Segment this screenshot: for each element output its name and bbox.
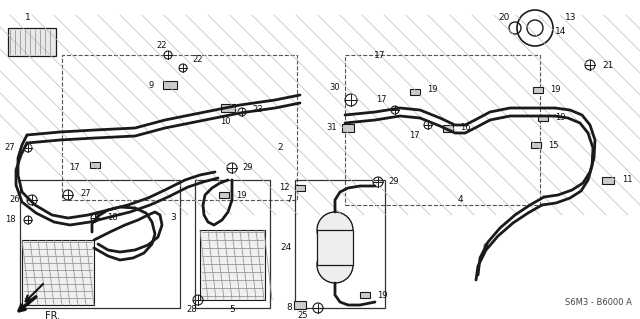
Text: 20: 20 bbox=[499, 13, 510, 23]
Text: 13: 13 bbox=[565, 13, 577, 23]
Bar bbox=[22, 240, 94, 305]
Text: 17: 17 bbox=[410, 130, 420, 139]
Bar bbox=[531, 142, 541, 148]
Text: 22: 22 bbox=[157, 41, 167, 49]
Text: 29: 29 bbox=[242, 164, 253, 173]
Text: 19: 19 bbox=[377, 291, 387, 300]
Text: 19: 19 bbox=[550, 85, 561, 94]
Text: 9: 9 bbox=[148, 80, 154, 90]
Text: 7: 7 bbox=[286, 196, 292, 204]
Text: 16: 16 bbox=[460, 123, 470, 132]
Bar bbox=[533, 87, 543, 93]
Text: 17: 17 bbox=[376, 95, 387, 105]
Text: 2: 2 bbox=[277, 144, 283, 152]
Text: 3: 3 bbox=[170, 213, 176, 222]
Bar bbox=[8, 28, 56, 56]
Text: 28: 28 bbox=[187, 306, 197, 315]
Text: 21: 21 bbox=[602, 61, 613, 70]
Text: 11: 11 bbox=[622, 175, 632, 184]
Text: 1: 1 bbox=[25, 13, 31, 23]
Bar bbox=[221, 104, 235, 112]
Circle shape bbox=[317, 212, 353, 248]
Text: 27: 27 bbox=[80, 189, 91, 197]
Text: 5: 5 bbox=[229, 306, 235, 315]
Text: 31: 31 bbox=[326, 123, 337, 132]
Bar bbox=[219, 192, 229, 198]
Text: 17: 17 bbox=[374, 50, 386, 60]
Text: 24: 24 bbox=[281, 243, 292, 253]
Text: 19: 19 bbox=[427, 85, 438, 94]
Bar bbox=[200, 230, 265, 300]
Text: S6M3 - B6000 A: S6M3 - B6000 A bbox=[565, 298, 632, 307]
Bar bbox=[295, 185, 305, 191]
Text: 15: 15 bbox=[548, 140, 559, 150]
Bar bbox=[602, 176, 614, 183]
Text: 18: 18 bbox=[5, 216, 16, 225]
Text: 26: 26 bbox=[10, 196, 20, 204]
Bar bbox=[345, 55, 540, 205]
Text: 25: 25 bbox=[298, 311, 308, 319]
Bar bbox=[295, 180, 385, 308]
Text: 30: 30 bbox=[330, 84, 340, 93]
Text: 27: 27 bbox=[4, 144, 15, 152]
Text: 19: 19 bbox=[236, 190, 246, 199]
Bar bbox=[163, 81, 177, 89]
Text: 22: 22 bbox=[192, 56, 202, 64]
Bar bbox=[342, 124, 354, 132]
Text: 19: 19 bbox=[555, 114, 566, 122]
Bar bbox=[317, 230, 353, 265]
Bar bbox=[443, 124, 453, 131]
Text: 17: 17 bbox=[69, 164, 80, 173]
Text: 8: 8 bbox=[286, 303, 292, 313]
Text: 10: 10 bbox=[220, 117, 230, 127]
Bar bbox=[90, 162, 100, 168]
Bar bbox=[538, 115, 548, 121]
Bar bbox=[294, 301, 306, 309]
Bar bbox=[360, 292, 370, 298]
Bar bbox=[410, 89, 420, 95]
Bar bbox=[62, 55, 297, 200]
Text: 29: 29 bbox=[388, 177, 399, 187]
Circle shape bbox=[317, 247, 353, 283]
Text: FR.: FR. bbox=[45, 311, 60, 319]
Bar bbox=[20, 180, 180, 308]
Text: 4: 4 bbox=[457, 196, 463, 204]
Text: 23: 23 bbox=[252, 106, 262, 115]
Bar bbox=[195, 180, 270, 308]
Text: 12: 12 bbox=[280, 183, 290, 192]
Text: 6: 6 bbox=[482, 243, 488, 253]
Text: 14: 14 bbox=[555, 27, 566, 36]
Text: 18: 18 bbox=[107, 213, 118, 222]
